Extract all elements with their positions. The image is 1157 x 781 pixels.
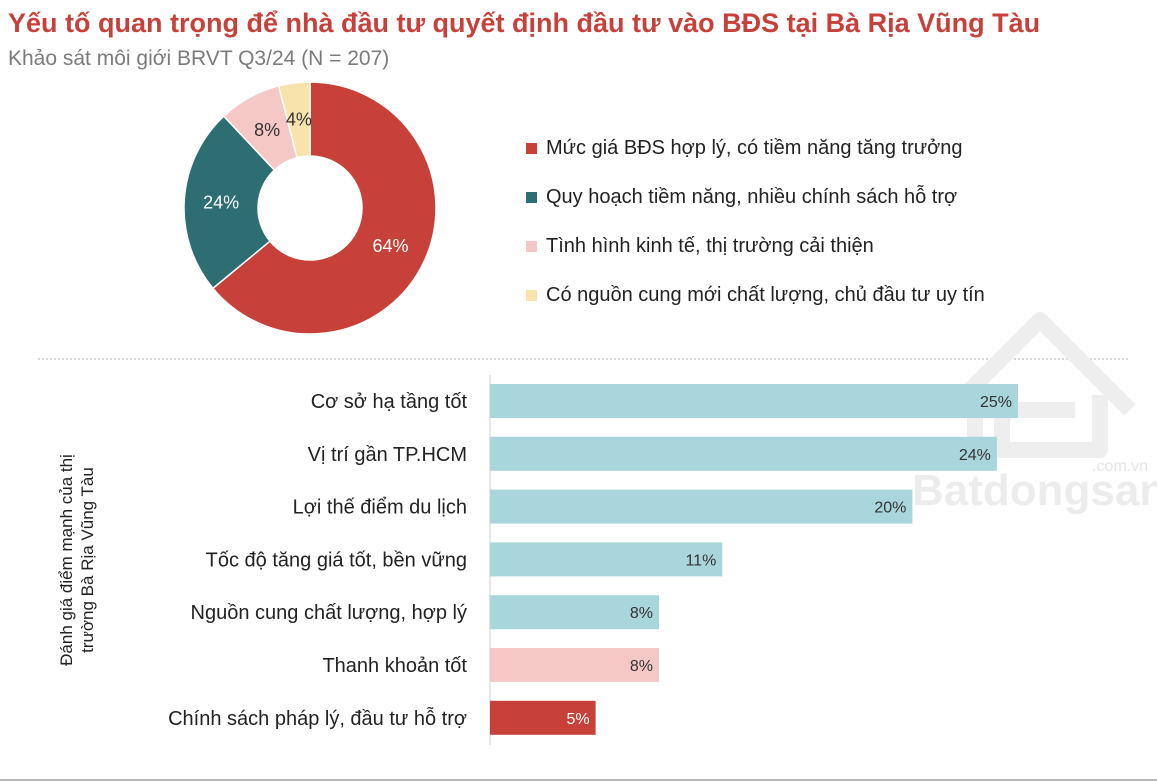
bar	[490, 542, 723, 577]
chart-subtitle: Khảo sát môi giới BRVT Q3/24 (N = 207)	[8, 47, 390, 70]
legend-label: Có nguồn cung mới chất lượng, chủ đầu tư…	[546, 284, 985, 306]
bar	[490, 700, 596, 735]
section-divider	[38, 358, 1128, 360]
donut-slice-label: 64%	[373, 236, 409, 256]
bar-value-label: 5%	[566, 711, 589, 728]
legend-swatch	[526, 241, 537, 252]
legend-item: Mức giá BĐS hợp lý, có tiềm năng tăng tr…	[526, 124, 985, 173]
bar-chart: Cơ sở hạ tầng tốt 25% Vị trí gần TP.HCM 24%…	[57, 375, 1018, 745]
legend-swatch	[526, 143, 537, 154]
bar-value-label: 8%	[630, 658, 653, 675]
donut-chart: 64% 24% 8% 4%	[183, 81, 437, 335]
chart-title: Yếu tố quan trọng để nhà đầu tư quyết đị…	[8, 8, 1041, 38]
legend-label: Tình hình kinh tế, thị trường cải thiện	[546, 235, 874, 257]
legend-label: Mức giá BĐS hợp lý, có tiềm năng tăng tr…	[546, 137, 963, 159]
legend-item: Tình hình kinh tế, thị trường cải thiện	[526, 222, 985, 271]
y-axis-title-text: Đánh giá điểm mạnh của thị trường Bà Rịa …	[57, 454, 97, 666]
donut-slice-label: 4%	[286, 110, 312, 130]
bar-value-label: 11%	[685, 552, 716, 569]
donut-slice	[211, 81, 437, 335]
watermark-suffix: .com.vn	[1092, 458, 1148, 475]
bar-value-label: 24%	[959, 447, 991, 464]
bar	[490, 436, 997, 471]
category-label: Chính sách pháp lý, đầu tư hỗ trợ	[168, 707, 467, 730]
donut-legend: Mức giá BĐS hợp lý, có tiềm năng tăng tr…	[526, 124, 985, 320]
bar-value-label: 8%	[630, 605, 653, 622]
category-label: Thanh khoản tốt	[322, 655, 467, 677]
bar-value-label: 25%	[980, 394, 1012, 411]
bar	[490, 595, 659, 630]
category-label: Lợi thế điểm du lịch	[293, 497, 467, 519]
donut-slice	[183, 115, 276, 290]
bar	[490, 384, 1018, 418]
donut-slice-label: 24%	[203, 192, 239, 212]
y-axis-title-line: Đánh giá điểm mạnh của thị	[57, 454, 76, 666]
y-axis-title-line: trường Bà Rịa Vũng Tàu	[78, 467, 97, 653]
legend-item: Quy hoạch tiềm năng, nhiều chính sách hỗ…	[526, 173, 985, 222]
bar	[490, 489, 913, 524]
category-label: Nguồn cung chất lượng, hợp lý	[191, 602, 467, 624]
category-label: Vị trí gần TP.HCM	[308, 444, 467, 466]
legend-swatch	[526, 290, 537, 301]
donut-slice-label: 8%	[254, 120, 280, 140]
y-axis-title: Đánh giá điểm mạnh của thị trường Bà Rịa …	[57, 454, 97, 666]
bar	[490, 648, 659, 682]
category-label: Tốc độ tăng giá tốt, bền vững	[206, 549, 467, 571]
bar-value-label: 20%	[874, 500, 906, 517]
donut-slice	[277, 81, 311, 159]
watermark-brand: Batdongsan	[912, 466, 1157, 515]
legend-swatch	[526, 192, 537, 203]
legend-label: Quy hoạch tiềm năng, nhiều chính sách hỗ…	[546, 186, 958, 208]
category-label: Cơ sở hạ tầng tốt	[311, 391, 468, 413]
legend-item: Có nguồn cung mới chất lượng, chủ đầu tư…	[526, 271, 985, 320]
